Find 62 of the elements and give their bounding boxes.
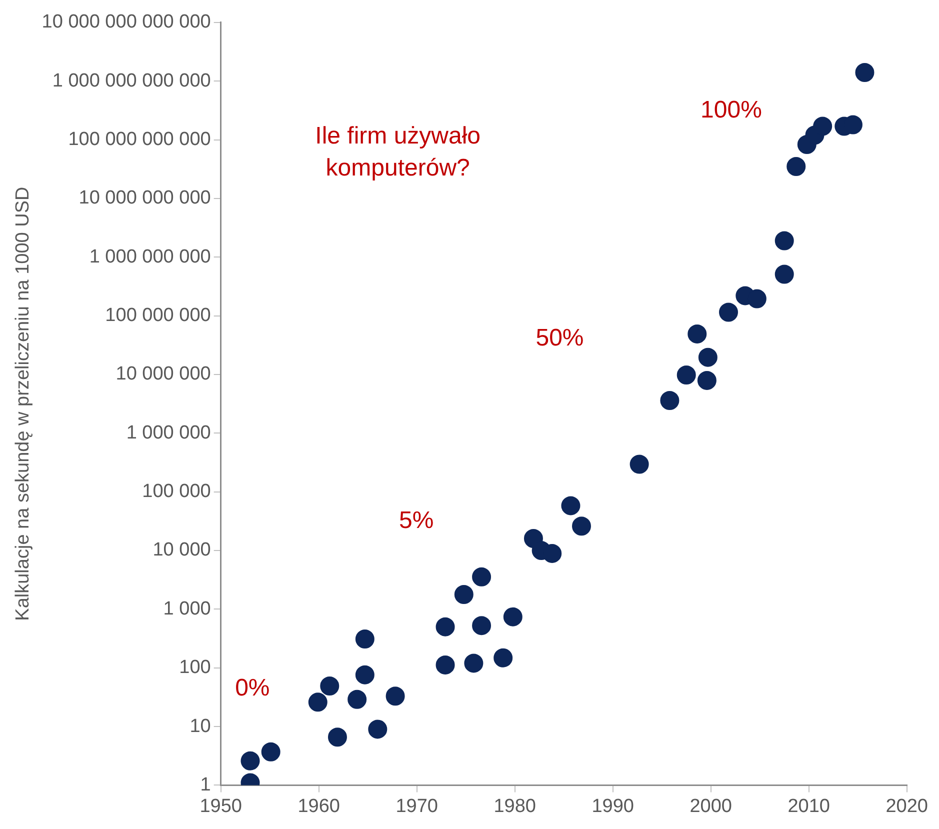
annotation: 100%	[700, 96, 762, 124]
x-tick-label: 1990	[592, 796, 634, 817]
y-axis-title: Kalkulacje na sekundę w przeliczeniu na 1000 USD	[12, 186, 34, 621]
y-tick-label: 10 000	[152, 540, 211, 561]
x-tick-label: 2000	[690, 796, 732, 817]
y-tick-label: 100 000 000	[105, 305, 211, 326]
point	[464, 654, 484, 673]
x-tick-label: 2020	[886, 796, 928, 817]
y-tick-label: 1 000 000 000 000	[52, 70, 211, 92]
point	[494, 648, 513, 668]
point	[386, 686, 405, 706]
y-tick-label: 100 000	[142, 481, 211, 502]
point	[697, 370, 716, 390]
point	[503, 607, 522, 626]
point	[308, 692, 328, 712]
point	[355, 630, 374, 649]
point	[561, 496, 580, 516]
y-tick-label: 10 000 000 000 000	[42, 12, 211, 33]
y-tick-label: 10 000 000 000	[78, 188, 211, 209]
point	[328, 728, 347, 747]
point	[355, 665, 374, 684]
point	[676, 365, 696, 384]
y-tick-label: 100	[179, 657, 211, 678]
point	[572, 516, 591, 536]
point	[436, 617, 455, 636]
point	[774, 264, 794, 284]
point	[747, 289, 766, 308]
y-tick-label: 10	[190, 716, 211, 737]
point	[436, 655, 455, 674]
point	[630, 454, 649, 474]
point	[240, 751, 260, 770]
annotation: 5%	[399, 506, 434, 534]
y-tick-label: 1 000 000	[126, 422, 211, 444]
x-tick-label: 1970	[396, 796, 438, 817]
point	[813, 116, 832, 136]
y-tick-label: 100 000 000 000	[68, 128, 211, 150]
y-tick-label: 10 000 000	[116, 364, 211, 385]
annotation: Ile firm używało komputerów?	[315, 122, 481, 182]
point	[660, 390, 680, 410]
point	[542, 544, 562, 563]
point	[774, 231, 794, 250]
annotation: 50%	[536, 324, 584, 352]
point	[698, 348, 718, 367]
annotation: 0%	[235, 674, 270, 702]
x-tick-label: 1960	[298, 796, 340, 817]
x-tick-label: 1950	[200, 796, 242, 817]
point	[454, 584, 474, 604]
point	[348, 690, 367, 709]
point	[472, 567, 492, 586]
y-tick-label: 1 000	[163, 598, 211, 620]
point	[472, 616, 492, 636]
point	[855, 63, 874, 82]
point	[786, 157, 806, 176]
x-tick-label: 1980	[494, 796, 536, 817]
y-tick-label: 1 000 000 000	[89, 246, 211, 268]
y-tick-label: 1	[200, 774, 211, 796]
point	[719, 302, 738, 322]
x-tick-label: 2010	[788, 796, 830, 817]
point	[261, 742, 280, 762]
point	[688, 324, 707, 344]
point	[320, 676, 340, 696]
point	[368, 720, 388, 739]
